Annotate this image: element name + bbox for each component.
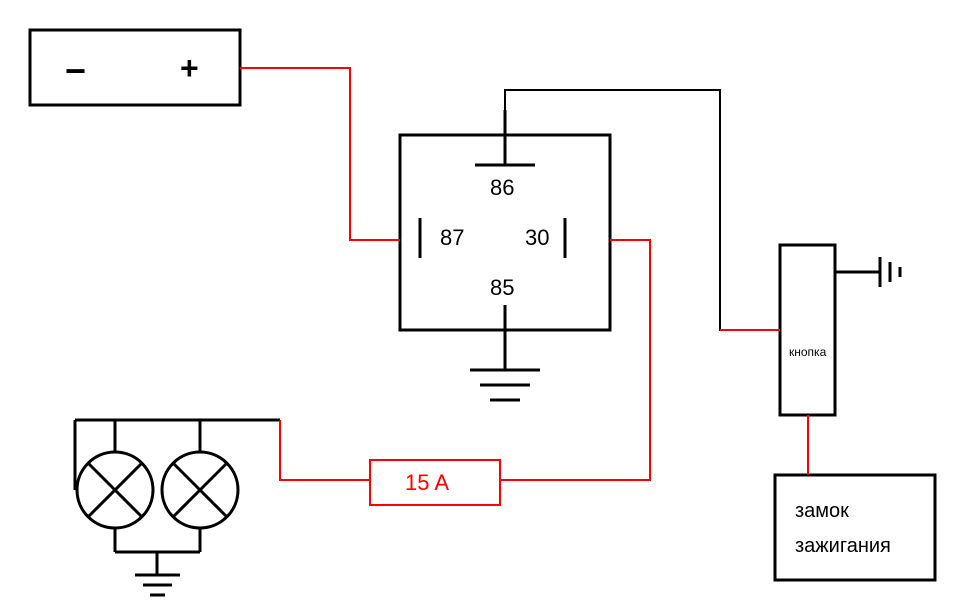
wire-relay-to-fuse <box>500 240 650 480</box>
ignition-box <box>775 475 935 580</box>
fuse-label: 15 A <box>405 470 449 496</box>
battery-box <box>30 30 240 105</box>
battery-minus: − <box>65 50 86 92</box>
wire-battery-to-relay <box>240 68 400 240</box>
relay-label-85: 85 <box>490 275 514 301</box>
button-box <box>780 245 835 415</box>
ignition-label-2: зажигания <box>795 535 891 558</box>
relay-label-87: 87 <box>440 225 464 251</box>
battery-plus: + <box>180 50 199 87</box>
wire-relay-86-to-button-black <box>505 90 780 330</box>
ignition-label-1: замок <box>795 500 849 523</box>
relay-label-86: 86 <box>490 175 514 201</box>
relay-label-30: 30 <box>525 225 549 251</box>
wire-fuse-to-lamps <box>280 420 370 480</box>
button-label: кнопка <box>789 345 826 359</box>
